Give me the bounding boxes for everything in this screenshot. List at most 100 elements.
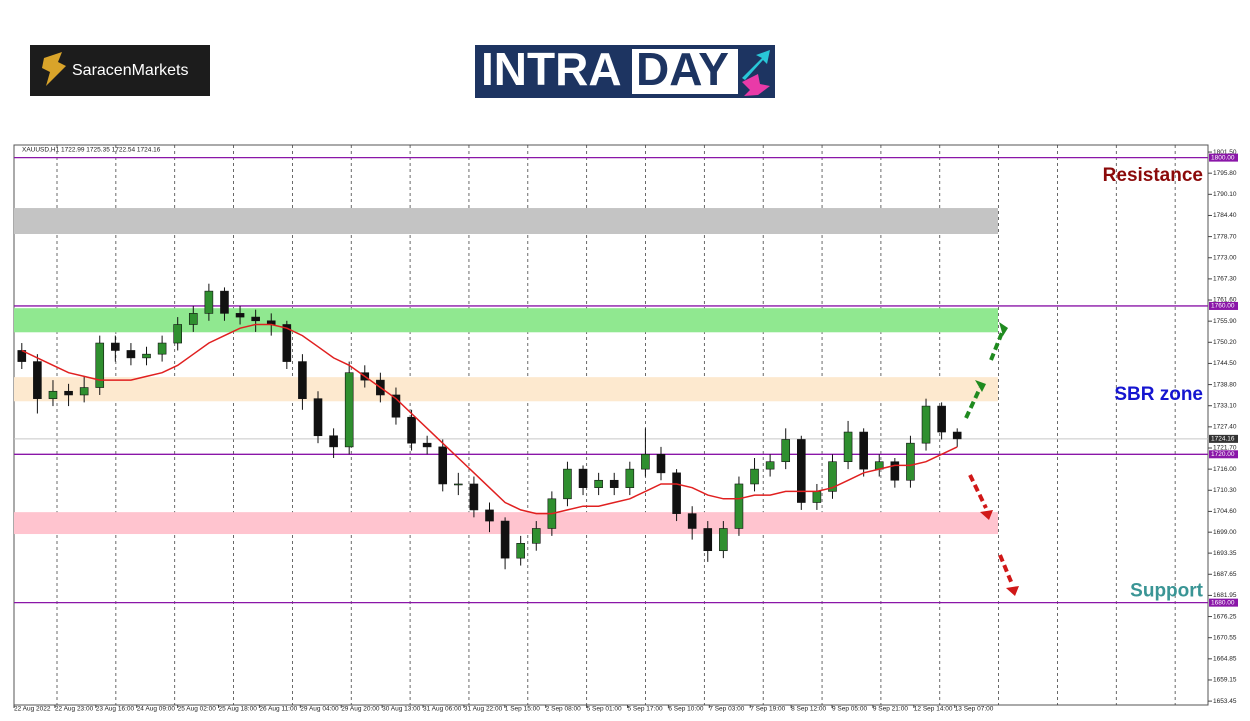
y-tick-label: 1693.35 (1213, 550, 1237, 557)
candle-body (391, 394, 401, 418)
candle-body (516, 543, 525, 559)
candle-body (594, 479, 603, 488)
y-tick-label: 1670.55 (1213, 634, 1237, 641)
level-label-box (1209, 450, 1238, 459)
candle-body (812, 491, 822, 503)
logo-right-box (632, 49, 738, 94)
candle-body (48, 390, 58, 399)
y-tick-label: 1795.80 (1213, 170, 1237, 177)
x-tick-label: 9 Sep 21:00 (873, 706, 908, 713)
arrowhead (1006, 586, 1019, 596)
x-tick-label: 23 Aug 16:00 (96, 706, 135, 713)
zone (14, 208, 998, 235)
candle-body (142, 353, 151, 359)
y-tick-label: 1687.65 (1213, 571, 1237, 578)
y-tick-label: 1744.50 (1213, 360, 1237, 367)
x-tick-label: 26 Aug 11:00 (259, 706, 297, 713)
candle-body (765, 461, 775, 470)
logo-right: DAY (636, 43, 729, 95)
y-tick-label: 1738.80 (1213, 381, 1237, 388)
moving-average (21, 323, 958, 515)
y-tick-label: 1790.10 (1213, 191, 1237, 198)
y-tick-label: 1653.45 (1213, 698, 1237, 705)
x-tick-label: 29 Aug 04:00 (300, 706, 339, 713)
y-tick-label: 1681.95 (1213, 592, 1237, 599)
x-tick-label: 5 Sep 17:00 (628, 706, 663, 713)
candle-body (687, 513, 697, 529)
candle-body (204, 290, 214, 314)
logo-arrow-down (742, 74, 770, 96)
candle-body (703, 528, 713, 552)
arrowhead (980, 510, 993, 520)
y-tick-label: 1750.20 (1213, 339, 1237, 346)
x-tick-label: 22 Aug 23:00 (55, 706, 94, 713)
candle-body (469, 483, 479, 511)
candle-body (578, 468, 588, 488)
zone (14, 377, 998, 402)
level-label: 1720.00 (1211, 451, 1235, 458)
candle-body (734, 483, 744, 529)
x-tick-label: 22 Aug 2022 (14, 706, 51, 713)
level-label-box (1209, 153, 1238, 162)
y-tick-label: 1801.50 (1213, 149, 1237, 156)
x-tick-label: 7 Sep 19:00 (750, 706, 785, 713)
y-tick-label: 1727.40 (1213, 424, 1237, 431)
x-tick-label: 6 Sep 10:00 (668, 706, 703, 713)
candle-body (750, 468, 759, 485)
intraday-logo: INTRA DAY (475, 43, 775, 98)
candle-body (33, 361, 42, 399)
candle-body (719, 528, 728, 552)
logo-left: INTRA (481, 43, 622, 95)
x-tick-label: 5 Sep 01:00 (587, 706, 622, 713)
y-tick-label: 1710.30 (1213, 487, 1237, 494)
y-tick-label: 1755.90 (1213, 318, 1237, 325)
logo-arrow-up (742, 50, 770, 80)
current-label: 1724.16 (1211, 436, 1235, 443)
x-tick-label: 13 Sep 07:00 (955, 706, 994, 713)
y-tick-label: 1704.60 (1213, 508, 1237, 515)
candle-body (609, 479, 619, 488)
y-tick-label: 1761.60 (1213, 297, 1237, 304)
candle-body (843, 431, 853, 463)
candle-body (282, 324, 292, 362)
candle-body (157, 342, 167, 355)
brand-name: SaracenMarkets (72, 62, 189, 79)
y-tick-label: 1784.40 (1213, 212, 1237, 219)
candle-body (625, 468, 635, 488)
y-tick-label: 1716.00 (1213, 466, 1237, 473)
candle-body (188, 313, 198, 325)
level-label: 1680.00 (1211, 599, 1235, 606)
candle-body (438, 446, 448, 485)
level-label-box (1209, 598, 1238, 607)
candle-body (344, 372, 354, 448)
arrow-down (998, 554, 1014, 585)
candle-body (111, 342, 120, 351)
x-tick-label: 1 Sep 15:00 (505, 706, 540, 713)
candle-body (407, 416, 416, 444)
candle-body (17, 350, 27, 362)
y-tick-label: 1721.70 (1213, 445, 1237, 452)
candle-body (251, 316, 260, 322)
candle-body (952, 431, 962, 440)
arrowhead (975, 380, 986, 392)
brand-icon (42, 52, 66, 86)
candle-body (563, 468, 572, 500)
x-tick-label: 8 Sep 12:00 (791, 706, 826, 713)
x-tick-label: 9 Sep 05:00 (832, 706, 867, 713)
arrow-up (964, 387, 982, 419)
x-tick-label: 31 Aug 22:00 (464, 706, 503, 713)
x-tick-label: 12 Sep 14:00 (914, 706, 953, 713)
y-tick-label: 1676.25 (1213, 613, 1237, 620)
candle-body (890, 461, 900, 481)
x-tick-label: 2 Sep 08:00 (546, 706, 581, 713)
annotation: SBR zone (1114, 384, 1203, 405)
candle-body (500, 520, 510, 559)
forecast-arrows (964, 322, 1019, 596)
level-label: 1800.00 (1211, 154, 1235, 161)
candle-body (95, 342, 105, 388)
level-label-box (1209, 301, 1238, 310)
candle-body (220, 290, 229, 314)
candle-body (797, 439, 806, 503)
x-tick-label: 29 Aug 20:00 (341, 706, 380, 713)
